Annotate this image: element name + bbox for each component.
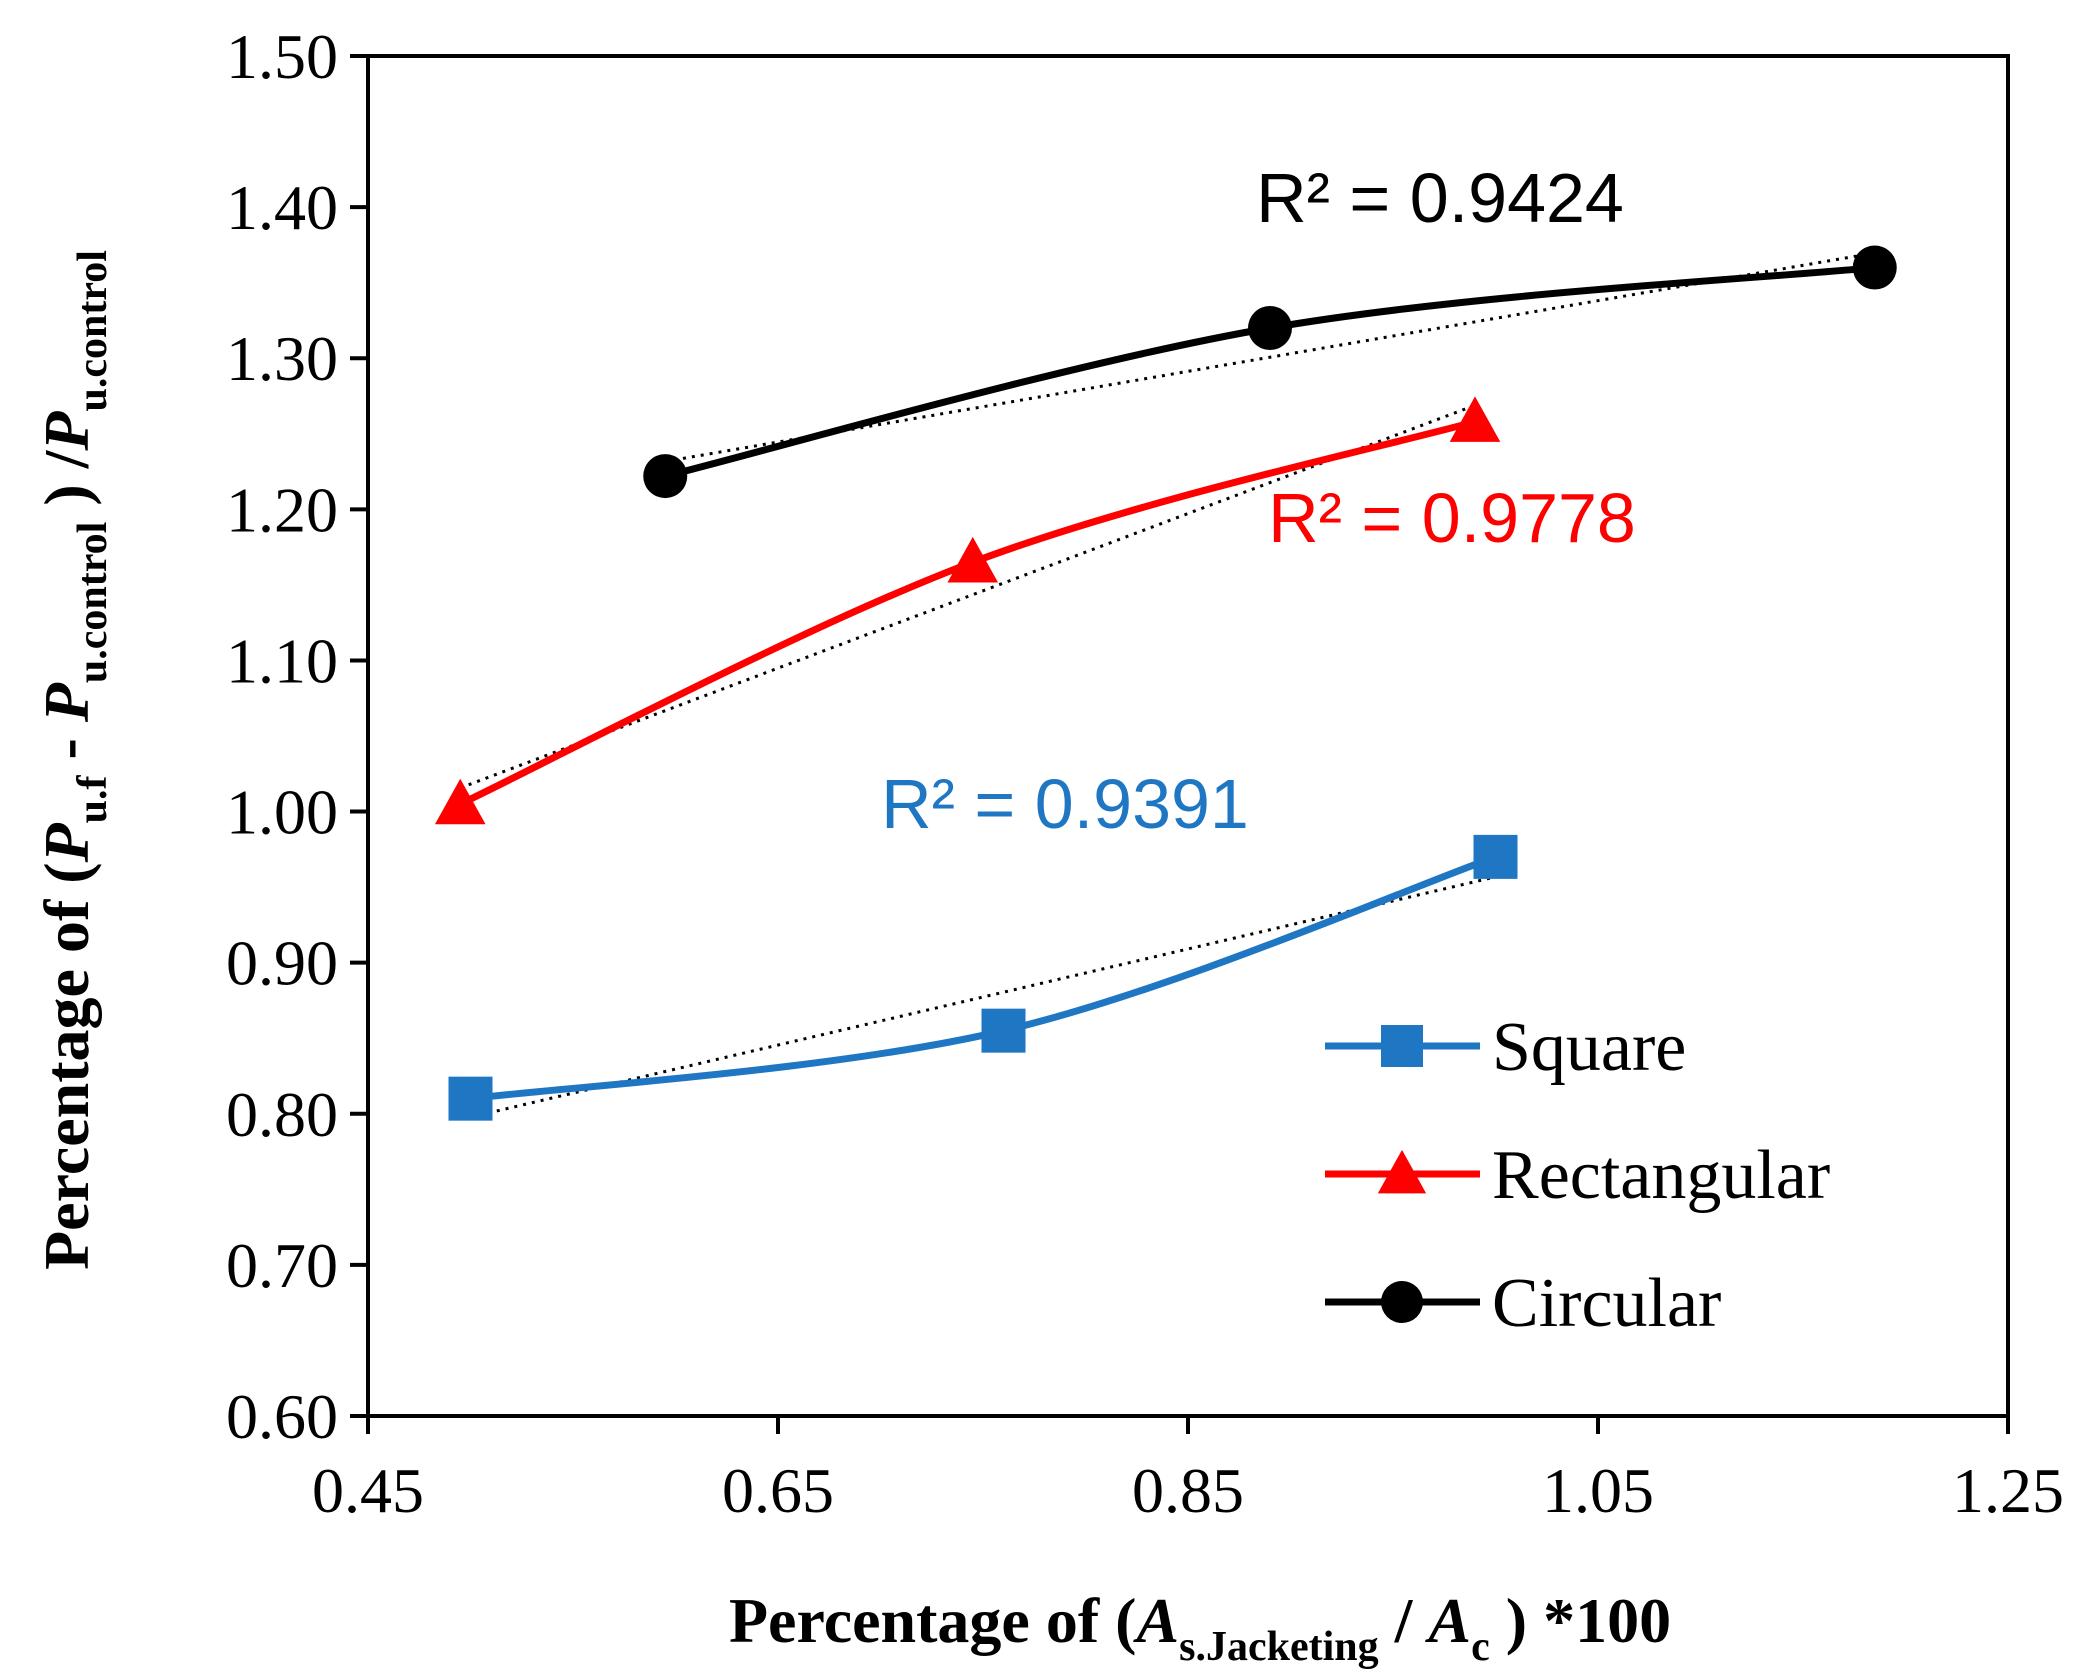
y-tick-label: 0.60: [226, 1381, 338, 1452]
y-tick-label: 0.70: [226, 1230, 338, 1301]
x-tick-label: 0.65: [722, 1455, 834, 1526]
square-r2-label: R² = 0.9391: [881, 765, 1249, 843]
y-tick-label: 1.00: [226, 777, 338, 848]
r2-annotations: R² = 0.9391 R² = 0.9778 R² = 0.9424: [881, 159, 1636, 843]
rectangular-marker: [1377, 1149, 1427, 1194]
square-legend-label: Square: [1492, 1009, 1686, 1086]
circular-marker: [1381, 1281, 1423, 1323]
y-tick-label: 0.80: [226, 1079, 338, 1150]
y-tick-label: 1.10: [226, 625, 338, 696]
x-axis-title: Percentage of (As.Jacketing / Ac ) *100: [729, 1585, 1671, 1670]
y-tick-label: 1.40: [226, 172, 338, 243]
rectangular-marker: [947, 536, 999, 583]
square-marker: [1381, 1025, 1423, 1067]
square-marker: [981, 1008, 1026, 1053]
circular-legend-label: Circular: [1492, 1265, 1721, 1342]
trendlines: [459, 251, 1876, 1119]
rectangular-marker: [1449, 396, 1501, 442]
y-tick-label: 0.90: [226, 928, 338, 999]
axis-ticks: 0.45 0.65 0.85 1.05 1.25 0.60 0.70 0.80 0.90 1.00…: [226, 21, 2064, 1526]
rectangular-legend-label: Rectangular: [1492, 1137, 1830, 1214]
series-markers: [434, 245, 1897, 1121]
y-tick-label: 1.30: [226, 323, 338, 394]
rectangular-marker: [434, 778, 486, 825]
rectangular-r2-label: R² = 0.9778: [1268, 479, 1636, 557]
x-tick-label: 0.85: [1132, 1455, 1244, 1526]
circular-marker: [1852, 245, 1897, 290]
x-tick-label: 1.05: [1542, 1455, 1654, 1526]
circular-marker: [1248, 306, 1292, 350]
circular-trendline: [664, 251, 1876, 463]
rectangular-trendline: [459, 403, 1476, 790]
circular-marker: [643, 454, 688, 499]
square-marker: [1473, 834, 1518, 879]
circular-r2-label: R² = 0.9424: [1256, 159, 1624, 237]
y-tick-label: 1.20: [226, 474, 338, 545]
y-axis-title: Percentage of (Pu.f - Pu.control ) /Pu.c…: [31, 250, 116, 1270]
square-marker: [448, 1076, 493, 1121]
x-tick-label: 0.45: [312, 1455, 424, 1526]
y-tick-label: 1.50: [226, 21, 338, 92]
x-tick-label: 1.25: [1952, 1455, 2064, 1526]
legend: Square Rectangular Circular: [1325, 1009, 1830, 1342]
